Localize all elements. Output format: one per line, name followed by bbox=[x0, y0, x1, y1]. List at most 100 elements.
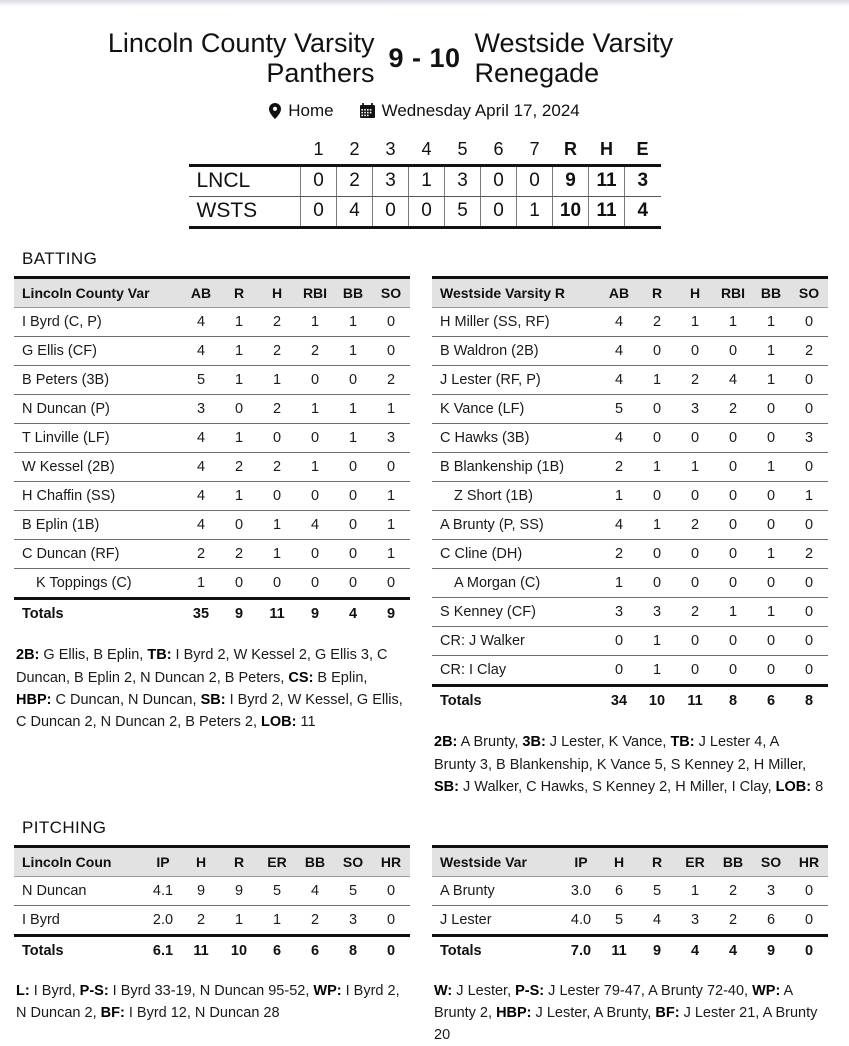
away-pitching-col-header-so: SO bbox=[752, 844, 790, 877]
home-batting-note-label: LOB: bbox=[261, 713, 297, 730]
away-batting-stat-rbi: 0 bbox=[714, 655, 752, 687]
totals-row: Totals 6.1 11 10 6 6 8 0 bbox=[14, 933, 410, 965]
top-edge-strip bbox=[0, 0, 849, 6]
home-batting-stat-so: 2 bbox=[372, 365, 410, 396]
home-batting-total-bb: 4 bbox=[334, 597, 372, 629]
home-pitching-notes: L: I Byrd, P-S: I Byrd 33-19, N Duncan 9… bbox=[16, 982, 400, 1021]
home-batting-stat-rbi: 1 bbox=[296, 452, 334, 483]
linescore-inning-header-1: 1 bbox=[313, 139, 324, 160]
table-row: B Blankenship (1B) 2 1 1 0 1 0 bbox=[432, 452, 828, 483]
home-batting-player-name: N Duncan (P) bbox=[14, 394, 182, 425]
away-pitching-note-label: WP: bbox=[752, 982, 781, 999]
home-batting-stat-ab: 4 bbox=[182, 307, 220, 338]
home-pitching-total-hr: 0 bbox=[372, 933, 410, 965]
home-batting-stat-r: 2 bbox=[220, 452, 258, 483]
away-pitching-note-label: HBP: bbox=[496, 1004, 532, 1021]
home-batting-notes: 2B: G Ellis, B Eplin, TB: I Byrd 2, W Ke… bbox=[16, 647, 403, 730]
linescore-inning-header-3: 3 bbox=[385, 139, 396, 160]
home-batting-stat-h: 1 bbox=[258, 365, 296, 396]
home-pitching-player-name: I Byrd bbox=[14, 905, 144, 936]
home-batting-player-name: I Byrd (C, P) bbox=[14, 307, 182, 338]
away-batting-player-name: C Hawks (3B) bbox=[432, 423, 600, 454]
home-pitching-total-r: 10 bbox=[220, 933, 258, 965]
away-batting-col-header-bb: BB bbox=[752, 276, 790, 309]
away-batting-stat-so: 0 bbox=[790, 365, 828, 396]
away-batting-stat-bb: 0 bbox=[752, 394, 790, 425]
home-batting-stat-bb: 0 bbox=[334, 568, 372, 600]
home-batting-stat-r: 1 bbox=[220, 481, 258, 512]
away-batting-stat-ab: 3 bbox=[600, 597, 638, 628]
away-batting-table: Westside Varsity R AB R H RBI BB SO H Miller … bbox=[432, 276, 828, 716]
away-batting-stat-r: 0 bbox=[638, 539, 676, 570]
home-batting-player-name: B Eplin (1B) bbox=[14, 510, 182, 541]
away-pitching-col-header-hr: HR bbox=[790, 844, 828, 877]
table-row: B Eplin (1B) 4 0 1 4 0 1 bbox=[14, 510, 410, 541]
home-batting-total-so: 9 bbox=[372, 597, 410, 629]
table-header-row: Westside Varsity R AB R H RBI BB SO bbox=[432, 276, 828, 309]
away-batting-stat-bb: 0 bbox=[752, 481, 790, 512]
linescore-total-header-e: E bbox=[636, 139, 649, 160]
home-pitching-stat-bb: 2 bbox=[296, 905, 334, 936]
table-header-row: Westside Var IP H R ER BB SO HR bbox=[432, 844, 828, 877]
table-row: H Chaffin (SS) 4 1 0 0 0 1 bbox=[14, 481, 410, 512]
home-batting-stat-h: 2 bbox=[258, 307, 296, 338]
home-batting-total-ab: 35 bbox=[182, 597, 220, 629]
away-batting-stat-so: 0 bbox=[790, 307, 828, 338]
home-batting-note-label: 2B: bbox=[16, 647, 40, 664]
home-pitching-col-header-hr: HR bbox=[372, 844, 410, 877]
away-batting-stat-r: 0 bbox=[638, 336, 676, 367]
linescore-inning-7: 0 bbox=[516, 164, 553, 198]
home-batting-stat-ab: 5 bbox=[182, 365, 220, 396]
table-row: N Duncan 4.1 9 9 5 4 5 0 bbox=[14, 876, 410, 906]
linescore-team-abbr: LNCL bbox=[188, 164, 301, 198]
home-batting-stat-rbi: 2 bbox=[296, 336, 334, 367]
final-score: 9 - 10 bbox=[388, 42, 461, 73]
linescore-team-header bbox=[189, 137, 301, 166]
away-batting-stat-rbi: 0 bbox=[714, 452, 752, 483]
home-batting-note-label: CS: bbox=[288, 669, 314, 686]
linescore-total-header-r: R bbox=[564, 139, 577, 160]
home-batting-stat-ab: 4 bbox=[182, 481, 220, 512]
home-batting-stat-rbi: 0 bbox=[296, 539, 334, 570]
away-pitching-stat-hr: 0 bbox=[790, 905, 828, 936]
table-row: K Toppings (C) 1 0 0 0 0 0 bbox=[14, 568, 410, 600]
away-batting-stat-bb: 0 bbox=[752, 423, 790, 454]
away-pitching-table: Westside Var IP H R ER BB SO HR A Brunty 3.0 6 5 1… bbox=[432, 844, 828, 965]
home-batting-total-r: 9 bbox=[220, 597, 258, 629]
linescore-inning-1: 0 bbox=[300, 196, 337, 230]
away-batting-total-bb: 6 bbox=[752, 684, 790, 716]
home-pitching-col-header-er: ER bbox=[258, 844, 296, 877]
table-row: CR: I Clay 0 1 0 0 0 0 bbox=[432, 655, 828, 687]
linescore-team-abbr: WSTS bbox=[188, 196, 301, 230]
away-pitching-total-er: 4 bbox=[676, 933, 714, 965]
home-batting-totals-label: Totals bbox=[14, 597, 182, 629]
home-pitching-stat-r: 9 bbox=[220, 876, 258, 906]
away-batting-stat-r: 0 bbox=[638, 394, 676, 425]
away-batting-stat-h: 2 bbox=[676, 597, 714, 628]
pitching-section-title: PITCHING bbox=[22, 817, 107, 837]
linescore-total-h: 11 bbox=[588, 164, 625, 198]
away-batting-stat-rbi: 1 bbox=[714, 307, 752, 338]
away-pitching-col-header-h: H bbox=[600, 844, 638, 877]
away-batting-stat-h: 0 bbox=[676, 568, 714, 599]
linescore-total-e: 3 bbox=[624, 164, 661, 198]
home-batting-note-label: HBP: bbox=[16, 691, 52, 708]
home-pitching-stat-ip: 4.1 bbox=[144, 876, 182, 906]
table-row: J Lester 4.0 5 4 3 2 6 0 bbox=[432, 905, 828, 936]
home-batting-stat-rbi: 4 bbox=[296, 510, 334, 541]
pitching-columns: Lincoln Coun IP H R ER BB SO HR N Duncan 4.1 9 9 5… bbox=[14, 844, 835, 1046]
home-batting-stat-rbi: 0 bbox=[296, 481, 334, 512]
linescore-inning-5: 5 bbox=[444, 196, 481, 230]
home-pitching-stat-h: 2 bbox=[182, 905, 220, 936]
batting-section-title: BATTING bbox=[22, 249, 98, 269]
away-pitching-col-header-ip: IP bbox=[562, 844, 600, 877]
away-batting-stat-ab: 4 bbox=[600, 365, 638, 396]
away-batting-total-h: 11 bbox=[676, 684, 714, 716]
home-pitching-note-label: WP: bbox=[313, 982, 342, 999]
away-pitching-stat-er: 1 bbox=[676, 876, 714, 906]
away-batting-stat-r: 1 bbox=[638, 655, 676, 687]
home-pitching-stat-so: 5 bbox=[334, 876, 372, 906]
away-batting-total-ab: 34 bbox=[600, 684, 638, 716]
away-batting-stat-ab: 4 bbox=[600, 423, 638, 454]
